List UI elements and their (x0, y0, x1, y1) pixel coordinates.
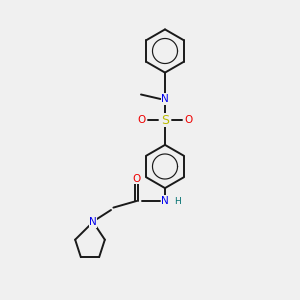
Text: O: O (137, 115, 146, 125)
Text: H: H (174, 196, 181, 206)
Text: N: N (161, 94, 169, 104)
Text: N: N (89, 217, 97, 227)
Text: N: N (161, 196, 169, 206)
Text: S: S (161, 113, 169, 127)
Text: O: O (184, 115, 193, 125)
Text: O: O (132, 173, 141, 184)
